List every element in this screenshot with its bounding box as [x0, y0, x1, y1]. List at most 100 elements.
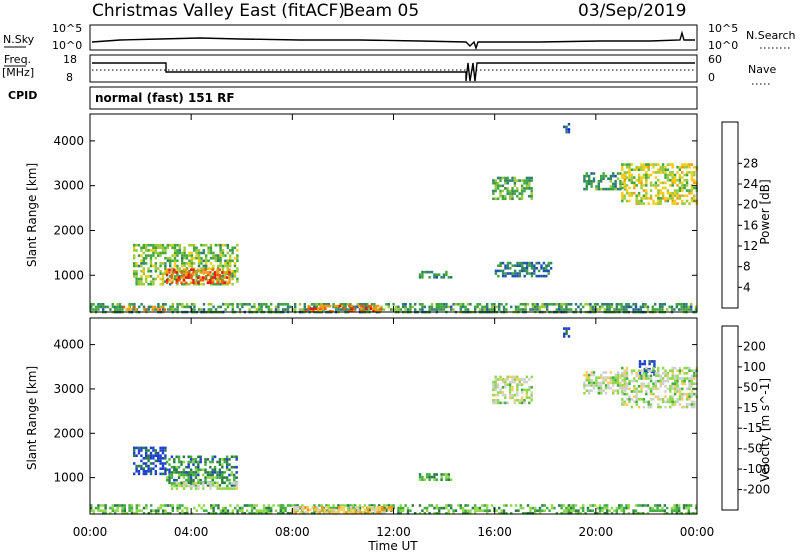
data-cell — [607, 381, 610, 385]
data-cell — [534, 509, 537, 512]
data-cell — [513, 179, 517, 182]
data-cell — [630, 390, 634, 393]
data-cell — [192, 281, 195, 285]
data-cell — [592, 381, 596, 385]
data-cell — [675, 509, 678, 512]
data-cell — [634, 509, 638, 512]
data-cell — [154, 449, 157, 452]
data-cell — [173, 460, 176, 464]
data-cell — [671, 199, 674, 203]
data-cell — [642, 303, 645, 306]
data-cell — [404, 308, 407, 311]
data-cell — [255, 504, 258, 507]
data-cell — [492, 386, 495, 389]
data-cell — [169, 512, 172, 515]
data-cell — [223, 276, 226, 279]
data-cell — [154, 509, 158, 512]
data-cell — [217, 256, 220, 260]
data-cell — [206, 482, 210, 485]
data-cell — [604, 371, 608, 374]
data-cell — [496, 184, 500, 188]
data-cell — [177, 473, 181, 477]
data-cell — [145, 254, 148, 257]
data-cell — [138, 305, 141, 309]
data-cell — [516, 189, 519, 193]
data-cell — [241, 506, 244, 510]
data-cell — [212, 256, 215, 260]
data-cell — [645, 197, 648, 200]
data-cell — [511, 380, 514, 384]
data-cell — [171, 305, 174, 309]
data-cell — [661, 308, 664, 311]
data-cell — [671, 184, 674, 187]
data-cell — [553, 506, 556, 510]
data-cell — [637, 390, 641, 393]
data-cell — [394, 305, 398, 309]
data-cell — [496, 391, 500, 394]
data-cell — [149, 259, 153, 263]
data-cell — [588, 177, 591, 180]
data-cell — [530, 261, 534, 265]
data-cell — [133, 249, 136, 252]
data-cell — [528, 396, 531, 399]
data-cell — [680, 308, 683, 311]
data-cell — [286, 504, 290, 507]
data-cell — [681, 186, 684, 190]
data-cell — [409, 308, 412, 311]
data-cell — [217, 259, 220, 263]
data-cell — [676, 382, 679, 385]
data-cell — [494, 399, 497, 402]
data-cell — [545, 267, 548, 270]
data-cell — [187, 463, 190, 466]
data-cell — [630, 191, 634, 195]
data-cell — [217, 504, 220, 507]
data-cell — [669, 385, 672, 388]
data-cell — [521, 269, 524, 273]
data-cell — [520, 396, 524, 399]
data-cell — [286, 512, 290, 515]
data-cell — [612, 172, 615, 175]
data-cell — [221, 487, 224, 490]
data-cell — [109, 308, 112, 311]
data-cell — [560, 512, 563, 515]
data-cell — [645, 191, 648, 195]
data-cell — [516, 264, 519, 267]
data-cell — [558, 504, 561, 507]
data-cell — [520, 192, 524, 195]
data-cell — [339, 504, 342, 507]
data-cell — [149, 472, 153, 476]
data-cell — [633, 191, 636, 195]
data-cell — [369, 511, 372, 514]
data-cell — [501, 378, 505, 381]
data-cell — [513, 375, 517, 379]
data-cell — [690, 189, 694, 192]
data-cell — [640, 168, 643, 172]
data-cell — [549, 261, 553, 265]
data-cell — [181, 305, 184, 309]
data-cell — [202, 251, 205, 255]
data-cell — [661, 382, 665, 385]
data-cell — [328, 508, 331, 512]
data-cell — [602, 177, 605, 180]
data-cell — [589, 305, 592, 309]
data-cell — [178, 249, 181, 252]
data-cell — [189, 458, 193, 461]
data-cell — [319, 304, 322, 308]
data-cell — [690, 176, 694, 179]
data-cell — [604, 187, 608, 191]
data-cell — [635, 184, 638, 187]
data-cell — [661, 379, 665, 383]
data-cell — [133, 303, 136, 306]
data-cell — [492, 388, 495, 392]
data-cell — [609, 379, 612, 382]
data-cell — [217, 305, 220, 309]
data-cell — [177, 471, 181, 474]
data-cell — [685, 181, 689, 185]
data-cell — [523, 388, 526, 392]
data-cell — [535, 274, 538, 278]
data-cell — [440, 506, 443, 510]
data-cell — [525, 375, 529, 379]
data-cell — [501, 189, 505, 193]
data-cell — [690, 163, 694, 166]
data-cell — [162, 303, 165, 306]
